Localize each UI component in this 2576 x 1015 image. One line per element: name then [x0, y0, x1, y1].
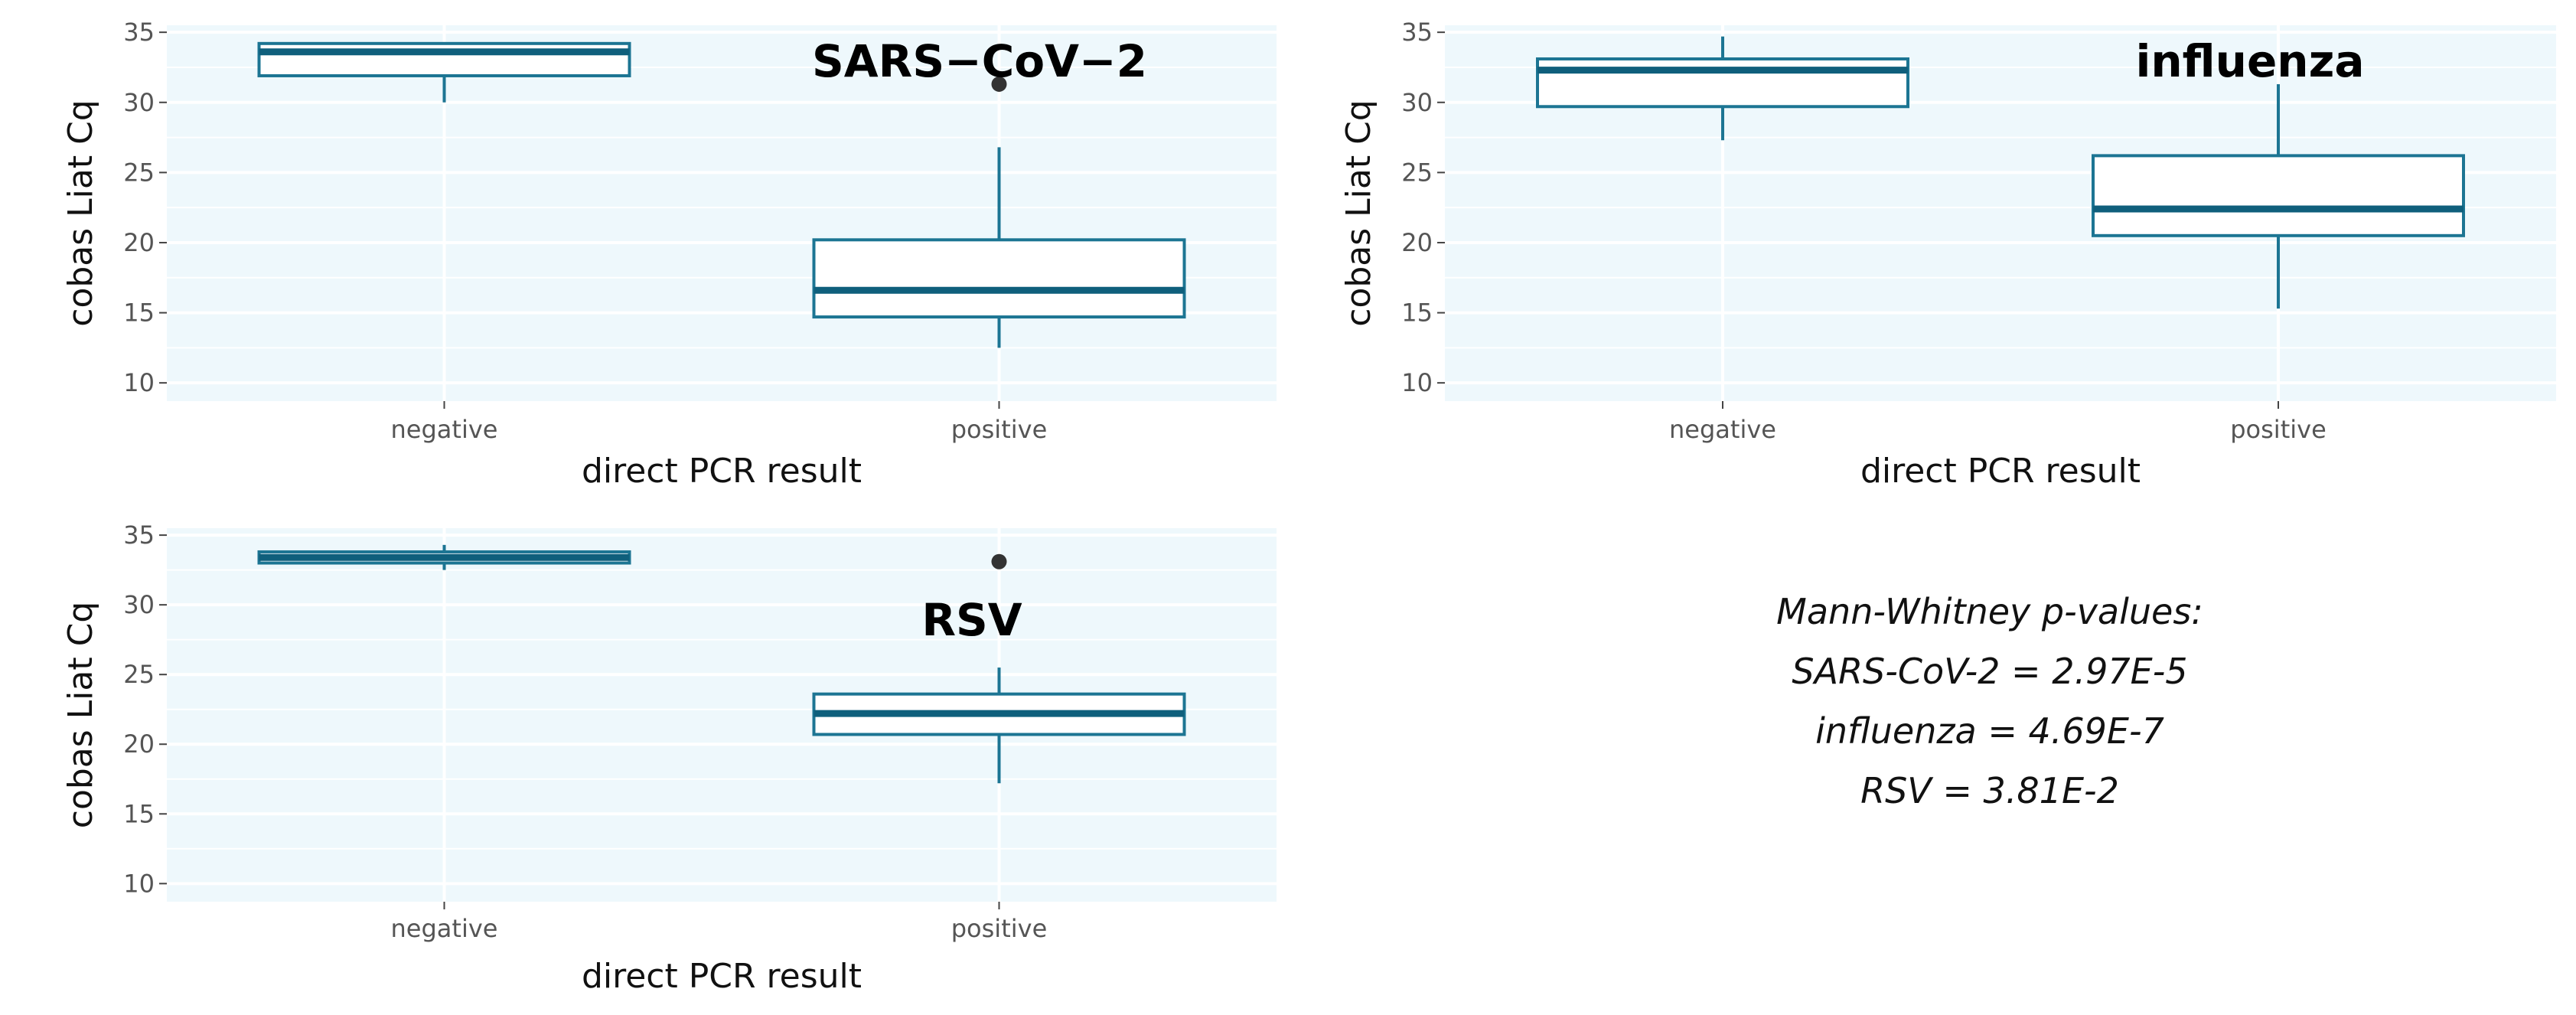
- y-axis-title: cobas Liat Cq: [1339, 100, 1378, 327]
- box-iqr: [1536, 57, 1909, 109]
- y-tick-label: 20: [123, 729, 155, 759]
- x-tick-label-positive: positive: [951, 914, 1048, 943]
- x-tick-label-negative: negative: [391, 415, 498, 444]
- x-tick-label-positive: positive: [2230, 415, 2327, 444]
- y-tick-label: 30: [123, 88, 155, 117]
- y-tick-label: 10: [1401, 368, 1433, 397]
- x-axis-title: direct PCR result: [1860, 452, 2141, 491]
- box-negative: [257, 41, 631, 103]
- panel-title: influenza: [2136, 35, 2365, 87]
- y-tick-label: 15: [1401, 299, 1433, 328]
- y-tick-label: 10: [123, 368, 155, 397]
- p-value-rsv: RSV = 3.81E-2: [1860, 770, 2119, 811]
- x-axis-title: direct PCR result: [582, 452, 862, 491]
- panel-title: RSV: [921, 594, 1022, 646]
- panel-sars-cov-2: 10 15 20 25 30 35 negative positive direct PCR r…: [61, 18, 1277, 491]
- box-positive: [812, 76, 1186, 348]
- p-values-heading: Mann-Whitney p-values:: [1776, 591, 2203, 632]
- x-tick-label-negative: negative: [391, 914, 498, 943]
- y-tick-label: 15: [123, 799, 155, 828]
- y-tick-label: 35: [1401, 18, 1433, 47]
- box-positive: [2092, 83, 2465, 309]
- box-iqr: [2092, 154, 2465, 237]
- y-tick-label: 30: [123, 590, 155, 619]
- y-tick-label: 20: [1401, 228, 1433, 257]
- x-tick-label-positive: positive: [951, 415, 1048, 444]
- panel-title: SARS−CoV−2: [812, 35, 1147, 87]
- box-negative: [257, 544, 631, 570]
- y-tick-label: 15: [123, 299, 155, 328]
- box-positive: [812, 553, 1186, 784]
- y-tick-label: 25: [123, 660, 155, 689]
- y-tick-label: 20: [123, 228, 155, 257]
- p-value-sars-cov-2: SARS-CoV-2 = 2.97E-5: [1792, 651, 2188, 692]
- y-tick-label: 35: [123, 18, 155, 47]
- x-axis-title: direct PCR result: [582, 957, 862, 996]
- outlier-point: [991, 76, 1007, 92]
- y-axis-title: cobas Liat Cq: [61, 602, 100, 829]
- y-tick-label: 10: [123, 869, 155, 898]
- panel-rsv: 10 15 20 25 30 35 negative positive direct PCR r…: [61, 521, 1277, 996]
- p-values-note: Mann-Whitney p-values: SARS-CoV-2 = 2.97…: [1722, 582, 2258, 821]
- box-iqr: [812, 238, 1186, 319]
- panel-influenza: 10 15 20 25 30 35 negative positive direct PCR r…: [1339, 18, 2556, 491]
- p-value-influenza: influenza = 4.69E-7: [1815, 710, 2164, 752]
- outlier-point: [991, 553, 1007, 570]
- plot-background: [167, 25, 1277, 401]
- y-tick-label: 30: [1401, 88, 1433, 117]
- box-negative: [1536, 36, 1909, 141]
- y-tick-label: 25: [1401, 158, 1433, 187]
- x-tick-label-negative: negative: [1669, 415, 1776, 444]
- y-axis-title: cobas Liat Cq: [61, 100, 100, 327]
- box-iqr: [257, 41, 631, 77]
- y-tick-label: 35: [123, 521, 155, 550]
- y-tick-label: 25: [123, 158, 155, 187]
